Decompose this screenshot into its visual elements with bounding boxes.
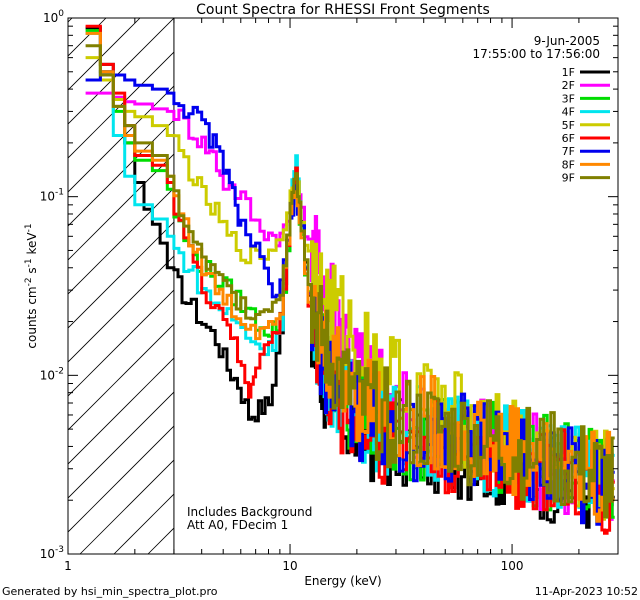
hatch-line xyxy=(68,153,174,261)
annotation-background: Includes Background xyxy=(187,505,312,519)
legend-label-7F: 7F xyxy=(562,145,575,158)
hatched-region xyxy=(68,18,174,554)
y-tick-label: 10-3 xyxy=(40,545,64,561)
hatch-line xyxy=(68,187,174,295)
footer-generated: Generated by hsi_min_spectra_plot.pro xyxy=(2,585,218,598)
legend-label-8F: 8F xyxy=(562,158,575,171)
series-line-6F xyxy=(85,24,615,535)
y-tick-label: 10-2 xyxy=(40,366,64,382)
legend-label-2F: 2F xyxy=(562,79,575,92)
legend-label-1F: 1F xyxy=(562,66,575,79)
annotation-attenuator: Att A0, FDecim 1 xyxy=(187,518,288,532)
axis-ticks xyxy=(67,18,619,555)
series-line-9F xyxy=(85,44,615,519)
y-tick-labels: 100 10-1 10-2 10-3 xyxy=(40,9,65,561)
legend-label-5F: 5F xyxy=(562,119,575,132)
time-range-label: 17:55:00 to 17:56:00 xyxy=(473,47,600,61)
hatch-line xyxy=(68,425,174,533)
hatch-line xyxy=(68,51,174,159)
legend-label-6F: 6F xyxy=(562,132,575,145)
hatch-line xyxy=(68,221,174,329)
x-tick-label: 1 xyxy=(64,559,72,573)
date-label: 9-Jun-2005 xyxy=(534,34,600,48)
hatch-line xyxy=(68,18,174,125)
hatch-line xyxy=(68,357,174,465)
x-tick-label: 10 xyxy=(282,559,297,573)
legend-label-4F: 4F xyxy=(562,106,575,119)
footer-timestamp: 11-Apr-2023 10:52 xyxy=(535,585,638,598)
y-tick-label: 10-1 xyxy=(40,188,64,204)
x-tick-label: 100 xyxy=(501,559,524,573)
legend-label-9F: 9F xyxy=(562,172,575,185)
hatch-line xyxy=(68,391,174,499)
series-group xyxy=(85,24,615,535)
chart-title: Count Spectra for RHESSI Front Segments xyxy=(196,2,490,18)
y-axis-label: counts cm-2 s-1 keV-1 xyxy=(24,223,39,348)
hatch-line xyxy=(68,18,107,57)
legend-label-3F: 3F xyxy=(562,92,575,105)
x-axis-label: Energy (keV) xyxy=(304,574,381,588)
hatch-line xyxy=(68,18,141,91)
plot-frame xyxy=(67,17,619,555)
x-tick-labels: 1 10 100 xyxy=(64,559,523,573)
y-tick-label: 100 xyxy=(43,9,64,25)
